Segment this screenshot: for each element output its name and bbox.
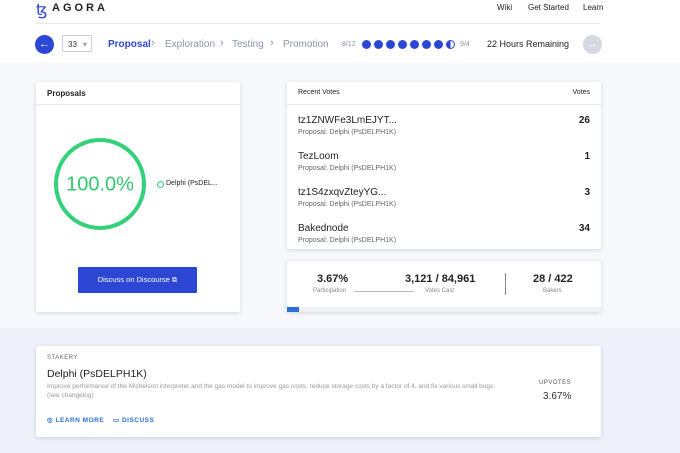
vote-count: 34 xyxy=(578,223,590,234)
divider xyxy=(36,23,600,24)
card-title: Proposals xyxy=(47,89,86,98)
divider xyxy=(36,104,240,105)
vote-count: 3 xyxy=(584,187,590,198)
discuss[interactable]: ▭ DISCUSS xyxy=(113,417,155,424)
chevron: › xyxy=(151,37,155,49)
stage[interactable]: Promotion xyxy=(283,39,329,50)
voter-proposal: Proposal: Delphi (PsDELPH1K) xyxy=(298,201,397,208)
legend-label: Delphi (PsDEL... xyxy=(166,180,218,187)
discuss-label: DISCUSS xyxy=(121,417,155,424)
voter-name[interactable]: TezLoom xyxy=(298,151,339,162)
bakers-label: Bakers xyxy=(543,288,562,294)
time-remaining: 22 Hours Remaining xyxy=(487,39,570,49)
logo-icon: ꜩ xyxy=(36,2,48,19)
vote-count: 26 xyxy=(578,115,590,126)
header-bg xyxy=(0,0,680,63)
column-title: Votes xyxy=(572,89,590,96)
legend-dot xyxy=(157,181,164,188)
learn-more-label: LEARN MORE xyxy=(55,417,105,424)
voter-proposal: Proposal: Delphi (PsDELPH1K) xyxy=(298,129,397,136)
progress-dot xyxy=(374,40,383,49)
nav-link[interactable]: Learn xyxy=(583,3,604,12)
stage[interactable]: Proposal xyxy=(108,39,151,50)
bakers-value: 28 / 422 xyxy=(533,273,573,285)
progress-dot-half xyxy=(446,40,455,49)
proposal-card: STAKERY Delphi (PsDELPH1K) Improve perfo… xyxy=(36,346,601,437)
donut-label: 100.0% xyxy=(66,173,134,195)
period-end: 9/4 xyxy=(460,41,470,48)
voter-name[interactable]: Bakednode xyxy=(298,223,349,234)
progress-dot xyxy=(410,40,419,49)
upvotes-label: UPVOTES xyxy=(539,380,572,386)
forward-button[interactable]: → xyxy=(583,35,602,54)
donut: 100.0% xyxy=(54,138,146,230)
separator xyxy=(505,273,506,295)
participation-label: Participation xyxy=(313,288,347,294)
votes-cast-label: Votes Cast xyxy=(425,288,455,294)
progress-track xyxy=(287,307,601,312)
voter-name[interactable]: tz1S4zxqvZteyYG... xyxy=(298,187,387,198)
divider xyxy=(287,104,601,105)
button-label: Discuss on Discourse xyxy=(97,275,170,284)
period-start: 8/12 xyxy=(342,41,356,48)
progress-bar xyxy=(287,307,299,312)
connector xyxy=(354,291,414,292)
description: Improve performance of the Michelson int… xyxy=(47,383,494,390)
progress-dot xyxy=(434,40,443,49)
donut-arc xyxy=(54,138,146,230)
stats-card: 3.67% Participation 3,121 / 84,961 Votes… xyxy=(287,261,601,312)
discourse-button[interactable]: Discuss on Discourse ⧉ xyxy=(78,267,197,293)
voter-name[interactable]: tz1ZNWFe3LmEJYT... xyxy=(298,115,397,126)
votes-card: Recent Votes Votes tz1ZNWFe3LmEJYT... Pro… xyxy=(287,82,601,249)
progress-dot xyxy=(362,40,371,49)
logo[interactable]: AGORA xyxy=(52,2,108,14)
progress-dot xyxy=(398,40,407,49)
proposal-title[interactable]: Delphi (PsDELPH1K) xyxy=(47,368,147,380)
period-number: 33 xyxy=(68,40,77,49)
nav-link[interactable]: Wiki xyxy=(497,3,513,12)
participation-value: 3.67% xyxy=(317,273,349,285)
stage[interactable]: Testing xyxy=(232,39,264,50)
card-title: Recent Votes xyxy=(298,89,340,96)
back-button[interactable]: ← xyxy=(35,35,54,54)
period-select[interactable]: 33 ▾ xyxy=(62,35,92,52)
voter-proposal: Proposal: Delphi (PsDELPH1K) xyxy=(298,165,397,172)
votes-cast-value: 3,121 / 84,961 xyxy=(405,273,476,285)
changelog-link[interactable]: (see changelog) xyxy=(47,392,94,399)
proposer: STAKERY xyxy=(47,355,78,361)
voter-proposal: Proposal: Delphi (PsDELPH1K) xyxy=(298,237,397,244)
proposals-card: Proposals 100.0% Delphi (PsDEL... Discus… xyxy=(36,82,240,312)
chevron: › xyxy=(220,37,224,49)
chevron: › xyxy=(270,37,274,49)
upvotes-value: 3.67% xyxy=(543,391,572,402)
progress-dot xyxy=(386,40,395,49)
learn-more[interactable]: ◎ LEARN MORE xyxy=(47,417,105,424)
stage[interactable]: Exploration xyxy=(165,39,216,50)
progress-dot xyxy=(422,40,431,49)
nav-link[interactable]: Get Started xyxy=(528,3,569,12)
vote-count: 1 xyxy=(584,151,590,162)
